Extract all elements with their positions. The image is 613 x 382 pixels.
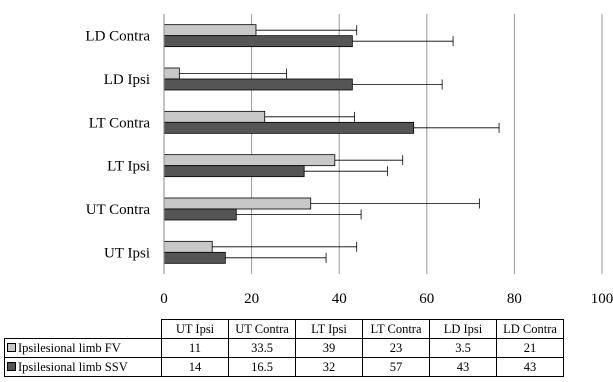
legend-swatch — [7, 342, 16, 352]
category-label: LT Ipsi — [107, 159, 150, 175]
table-column-header: UT Ipsi — [161, 319, 229, 339]
bars — [163, 24, 415, 264]
x-tick-label: 20 — [244, 291, 259, 307]
series-name: Ipsilesional limb SSV — [18, 359, 128, 374]
table-cell: 33.5 — [228, 338, 296, 358]
category-label: UT Ipsi — [104, 245, 150, 261]
table-cell: 16.5 — [228, 357, 296, 377]
category-label: LD Contra — [85, 29, 150, 45]
table-cell: 23 — [362, 338, 430, 358]
bar-fv — [163, 24, 257, 37]
category-labels: UT Ipsi UT Contra LT Ipsi LT Contra LD Ipsi L… — [85, 29, 150, 262]
series-name-cell: Ipsilesional limb FV — [4, 338, 162, 358]
table-cell: 11 — [161, 338, 229, 358]
x-tick-label: 60 — [419, 291, 434, 307]
category-label: LD Ipsi — [104, 72, 150, 88]
bar-ssv — [163, 251, 226, 264]
table-corner — [4, 319, 162, 339]
x-tick-label: 80 — [507, 291, 522, 307]
table-column-header: LT Ipsi — [295, 319, 363, 339]
legend-swatch — [7, 361, 16, 371]
bar-fv — [163, 240, 213, 253]
table-header-row: UT Ipsi UT Contra LT Ipsi LT Contra LD Ipsi L… — [4, 319, 564, 339]
bar-ssv — [163, 208, 237, 221]
category-label: LT Contra — [89, 115, 151, 131]
table-cell: 43 — [429, 357, 497, 377]
table-cell: 32 — [295, 357, 363, 377]
bar-ssv — [163, 35, 353, 48]
table-cell: 3.5 — [429, 338, 497, 358]
bar-fv — [163, 110, 266, 123]
bar-fv — [163, 67, 180, 80]
table-column-header: UT Contra — [228, 319, 296, 339]
table-cell: 57 — [362, 357, 430, 377]
bar-ssv — [163, 165, 305, 178]
data-table: UT Ipsi UT Contra LT Ipsi LT Contra LD Ipsi L… — [4, 319, 564, 377]
gridlines — [251, 14, 603, 274]
x-tick-label: 0 — [160, 291, 168, 307]
series-name-cell: Ipsilesional limb SSV — [4, 357, 162, 377]
table-row: Ipsilesional limb FV 11 33.5 39 23 3.5 21 — [4, 338, 564, 358]
table-cell: 14 — [161, 357, 229, 377]
bar-ssv — [163, 78, 353, 91]
bar-fv — [163, 154, 336, 167]
table-cell: 43 — [496, 357, 564, 377]
table-cell: 39 — [295, 338, 363, 358]
table-cell: 21 — [496, 338, 564, 358]
table-row: Ipsilesional limb SSV 14 16.5 32 57 43 43 — [4, 357, 564, 377]
x-tick-label: 40 — [332, 291, 347, 307]
category-label: UT Contra — [86, 202, 151, 218]
x-tick-label: 100 — [591, 291, 613, 307]
bar-chart: UT Ipsi UT Contra LT Ipsi LT Contra LD Ipsi L… — [85, 14, 613, 307]
bar-ssv — [163, 121, 415, 134]
x-tick-labels: 0 20 40 60 80 100 — [160, 291, 613, 307]
series-name: Ipsilesional limb FV — [18, 340, 121, 355]
table-column-header: LD Ipsi — [429, 319, 497, 339]
error-bars — [179, 25, 500, 263]
table-column-header: LT Contra — [362, 319, 430, 339]
table-column-header: LD Contra — [496, 319, 564, 339]
bar-fv — [163, 197, 312, 210]
